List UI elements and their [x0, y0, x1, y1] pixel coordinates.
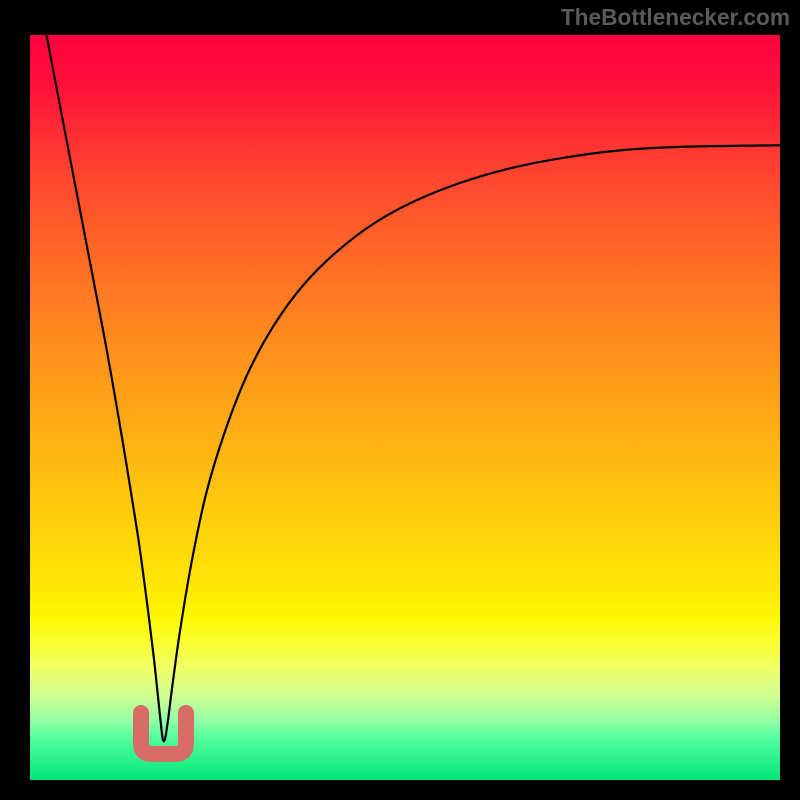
bottom-u-marker: [141, 713, 186, 754]
bottleneck-curve: [47, 35, 781, 741]
watermark-text: TheBottlenecker.com: [561, 4, 790, 31]
curve-layer: [30, 35, 780, 780]
chart-container: TheBottlenecker.com: [0, 0, 800, 800]
plot-area: [30, 35, 780, 780]
